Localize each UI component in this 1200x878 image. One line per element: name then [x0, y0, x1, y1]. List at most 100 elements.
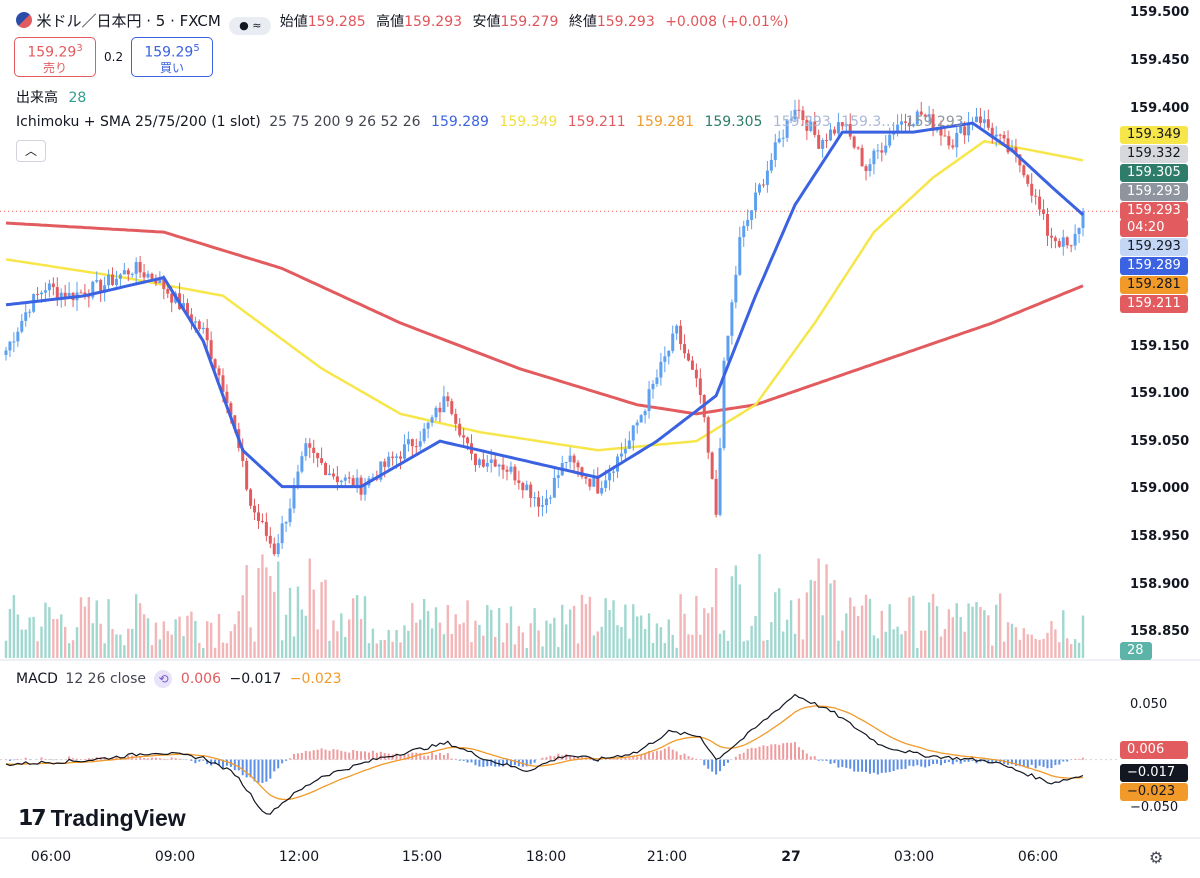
- price-badge: 159.293: [1120, 183, 1188, 201]
- candle-body: [154, 278, 158, 284]
- candle-body: [915, 111, 919, 125]
- macd-histogram-bar: [868, 759, 871, 774]
- buy-label: 買い: [159, 60, 184, 75]
- volume-bar: [257, 567, 260, 658]
- volume-bar: [849, 597, 852, 658]
- macd-histogram-bar: [352, 750, 355, 760]
- volume-bar: [620, 626, 623, 658]
- volume-bar: [501, 642, 505, 658]
- macd-histogram-bar: [963, 759, 966, 762]
- symbol-title[interactable]: 米ドル／日本円 · 5 · FXCM: [36, 12, 221, 30]
- candle-body: [501, 464, 505, 470]
- volume-bar: [182, 636, 185, 658]
- candle-body: [201, 327, 205, 330]
- candle-body: [604, 480, 608, 488]
- volume-bar: [639, 615, 643, 658]
- macd-legend[interactable]: MACD 12 26 close ⟲ 0.006 −0.017 −0.023: [16, 670, 342, 688]
- volume-bar: [142, 614, 146, 658]
- price-badge: 159.293: [1120, 238, 1188, 256]
- volume-bar: [395, 629, 398, 658]
- sell-button[interactable]: 159.293 売り: [14, 37, 96, 77]
- macd-histogram-bar: [1022, 759, 1025, 767]
- macd-histogram-bar: [1058, 759, 1061, 765]
- volume-bar: [490, 609, 493, 658]
- macd-histogram-bar: [478, 759, 481, 767]
- candle-body: [414, 446, 418, 448]
- volume-bar: [592, 635, 596, 658]
- volume-bar: [348, 619, 351, 658]
- volume-bar: [1066, 638, 1069, 658]
- candle-body: [840, 122, 844, 127]
- tradingview-logo[interactable]: 𝟭𝟳 TradingView: [18, 804, 186, 832]
- candle-body: [130, 273, 134, 275]
- collapse-legend-button[interactable]: ︿: [16, 140, 46, 162]
- macd-histogram-bar: [797, 747, 800, 760]
- time-axis-label: 15:00: [401, 849, 443, 865]
- candle-body: [584, 476, 588, 479]
- candle-body: [107, 274, 111, 286]
- volume-bar: [533, 608, 536, 658]
- volume-legend[interactable]: 出来高 28: [16, 87, 86, 107]
- candle-body: [651, 383, 655, 390]
- ichimoku-legend[interactable]: Ichimoku + SMA 25/75/200 (1 slot) 25 75 …: [16, 114, 964, 130]
- volume-bar: [304, 615, 308, 658]
- candle-body: [351, 478, 355, 488]
- macd-histogram-bar: [932, 759, 935, 765]
- volume-bar: [344, 637, 347, 658]
- volume-bar: [805, 592, 809, 658]
- macd-settings-icon[interactable]: ⟲: [154, 670, 173, 688]
- volume-bar: [975, 602, 978, 658]
- volume-bar: [860, 605, 864, 658]
- candle-body: [47, 283, 51, 291]
- symbol-flag-icon: [16, 12, 32, 28]
- candle-body: [320, 458, 324, 463]
- buy-button[interactable]: 159.295 買い: [131, 37, 213, 77]
- candle-body: [347, 477, 351, 479]
- macd-histogram-bar: [545, 757, 548, 760]
- macd-histogram-bar: [671, 749, 674, 760]
- candle-body: [521, 482, 525, 491]
- macd-histogram-bar: [845, 759, 848, 768]
- candle-body: [245, 460, 249, 490]
- sell-price-sup: 3: [76, 43, 83, 54]
- candle-body: [395, 456, 399, 458]
- candle-body: [505, 469, 509, 472]
- candle-body: [387, 456, 391, 467]
- candle-body: [974, 116, 978, 123]
- candle-body: [166, 289, 170, 294]
- macd-histogram-bar: [253, 759, 256, 782]
- macd-histogram-bar: [936, 759, 939, 764]
- gear-icon[interactable]: ⚙: [1149, 848, 1164, 867]
- volume-bar: [237, 611, 240, 658]
- candle-body: [998, 134, 1002, 136]
- macd-histogram-bar: [588, 758, 591, 760]
- candle-body: [710, 452, 714, 479]
- candle-body: [99, 280, 103, 293]
- volume-bar: [103, 643, 106, 658]
- candle-body: [541, 505, 545, 507]
- macd-histogram-bar: [1078, 758, 1081, 760]
- volume-bar: [1030, 634, 1033, 658]
- candle-body: [462, 435, 466, 438]
- volume-bar: [789, 600, 793, 658]
- candle-body: [734, 274, 738, 303]
- candle-body: [205, 327, 209, 341]
- macd-histogram-bar: [849, 759, 852, 769]
- macd-histogram-bar: [174, 758, 177, 760]
- volume-bar: [493, 636, 497, 658]
- candle-body: [892, 132, 896, 135]
- volume-bar: [612, 600, 615, 658]
- macd-histogram-bar: [853, 759, 856, 772]
- volume-bar: [876, 638, 880, 658]
- candle-body: [556, 475, 560, 478]
- volume-bar: [107, 599, 110, 658]
- volume-bar: [781, 631, 785, 658]
- macd-histogram-bar: [115, 756, 118, 760]
- candle-body: [667, 350, 671, 357]
- time-axis-label: 06:00: [1017, 849, 1059, 865]
- candle-body: [197, 321, 201, 330]
- volume-bar: [1026, 634, 1029, 658]
- volume-bar: [205, 621, 209, 658]
